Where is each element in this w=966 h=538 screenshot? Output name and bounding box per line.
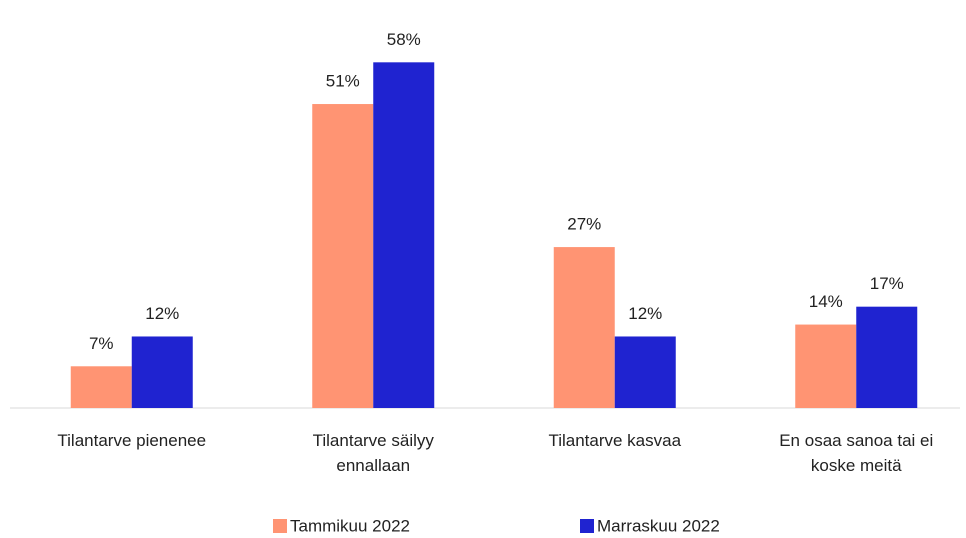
x-tick-label: Tilantarve säilyy ennallaan	[312, 431, 434, 475]
bar	[856, 306, 918, 408]
bar	[312, 104, 374, 408]
x-tick-label: Tilantarve pienenee	[57, 431, 207, 450]
x-tick-label: En osaa sanoa tai ei koske meitä	[779, 431, 934, 475]
data-label: 12%	[145, 304, 179, 323]
bar	[553, 247, 615, 408]
data-label: 27%	[567, 215, 601, 234]
data-label: 58%	[387, 30, 421, 49]
data-label: 12%	[628, 304, 662, 323]
data-label: 14%	[809, 292, 843, 311]
data-label: 51%	[326, 72, 360, 91]
bar	[373, 62, 435, 408]
bar	[795, 324, 857, 408]
legend-label: Tammikuu 2022	[290, 516, 410, 535]
bar	[131, 336, 193, 408]
legend-label: Marraskuu 2022	[597, 516, 720, 535]
legend-swatch	[273, 519, 287, 533]
legend-swatch	[580, 519, 594, 533]
bar	[70, 366, 132, 408]
x-tick-label: Tilantarve kasvaa	[548, 431, 682, 450]
data-label: 7%	[89, 334, 114, 353]
data-label: 17%	[870, 274, 904, 293]
bar	[614, 336, 676, 408]
